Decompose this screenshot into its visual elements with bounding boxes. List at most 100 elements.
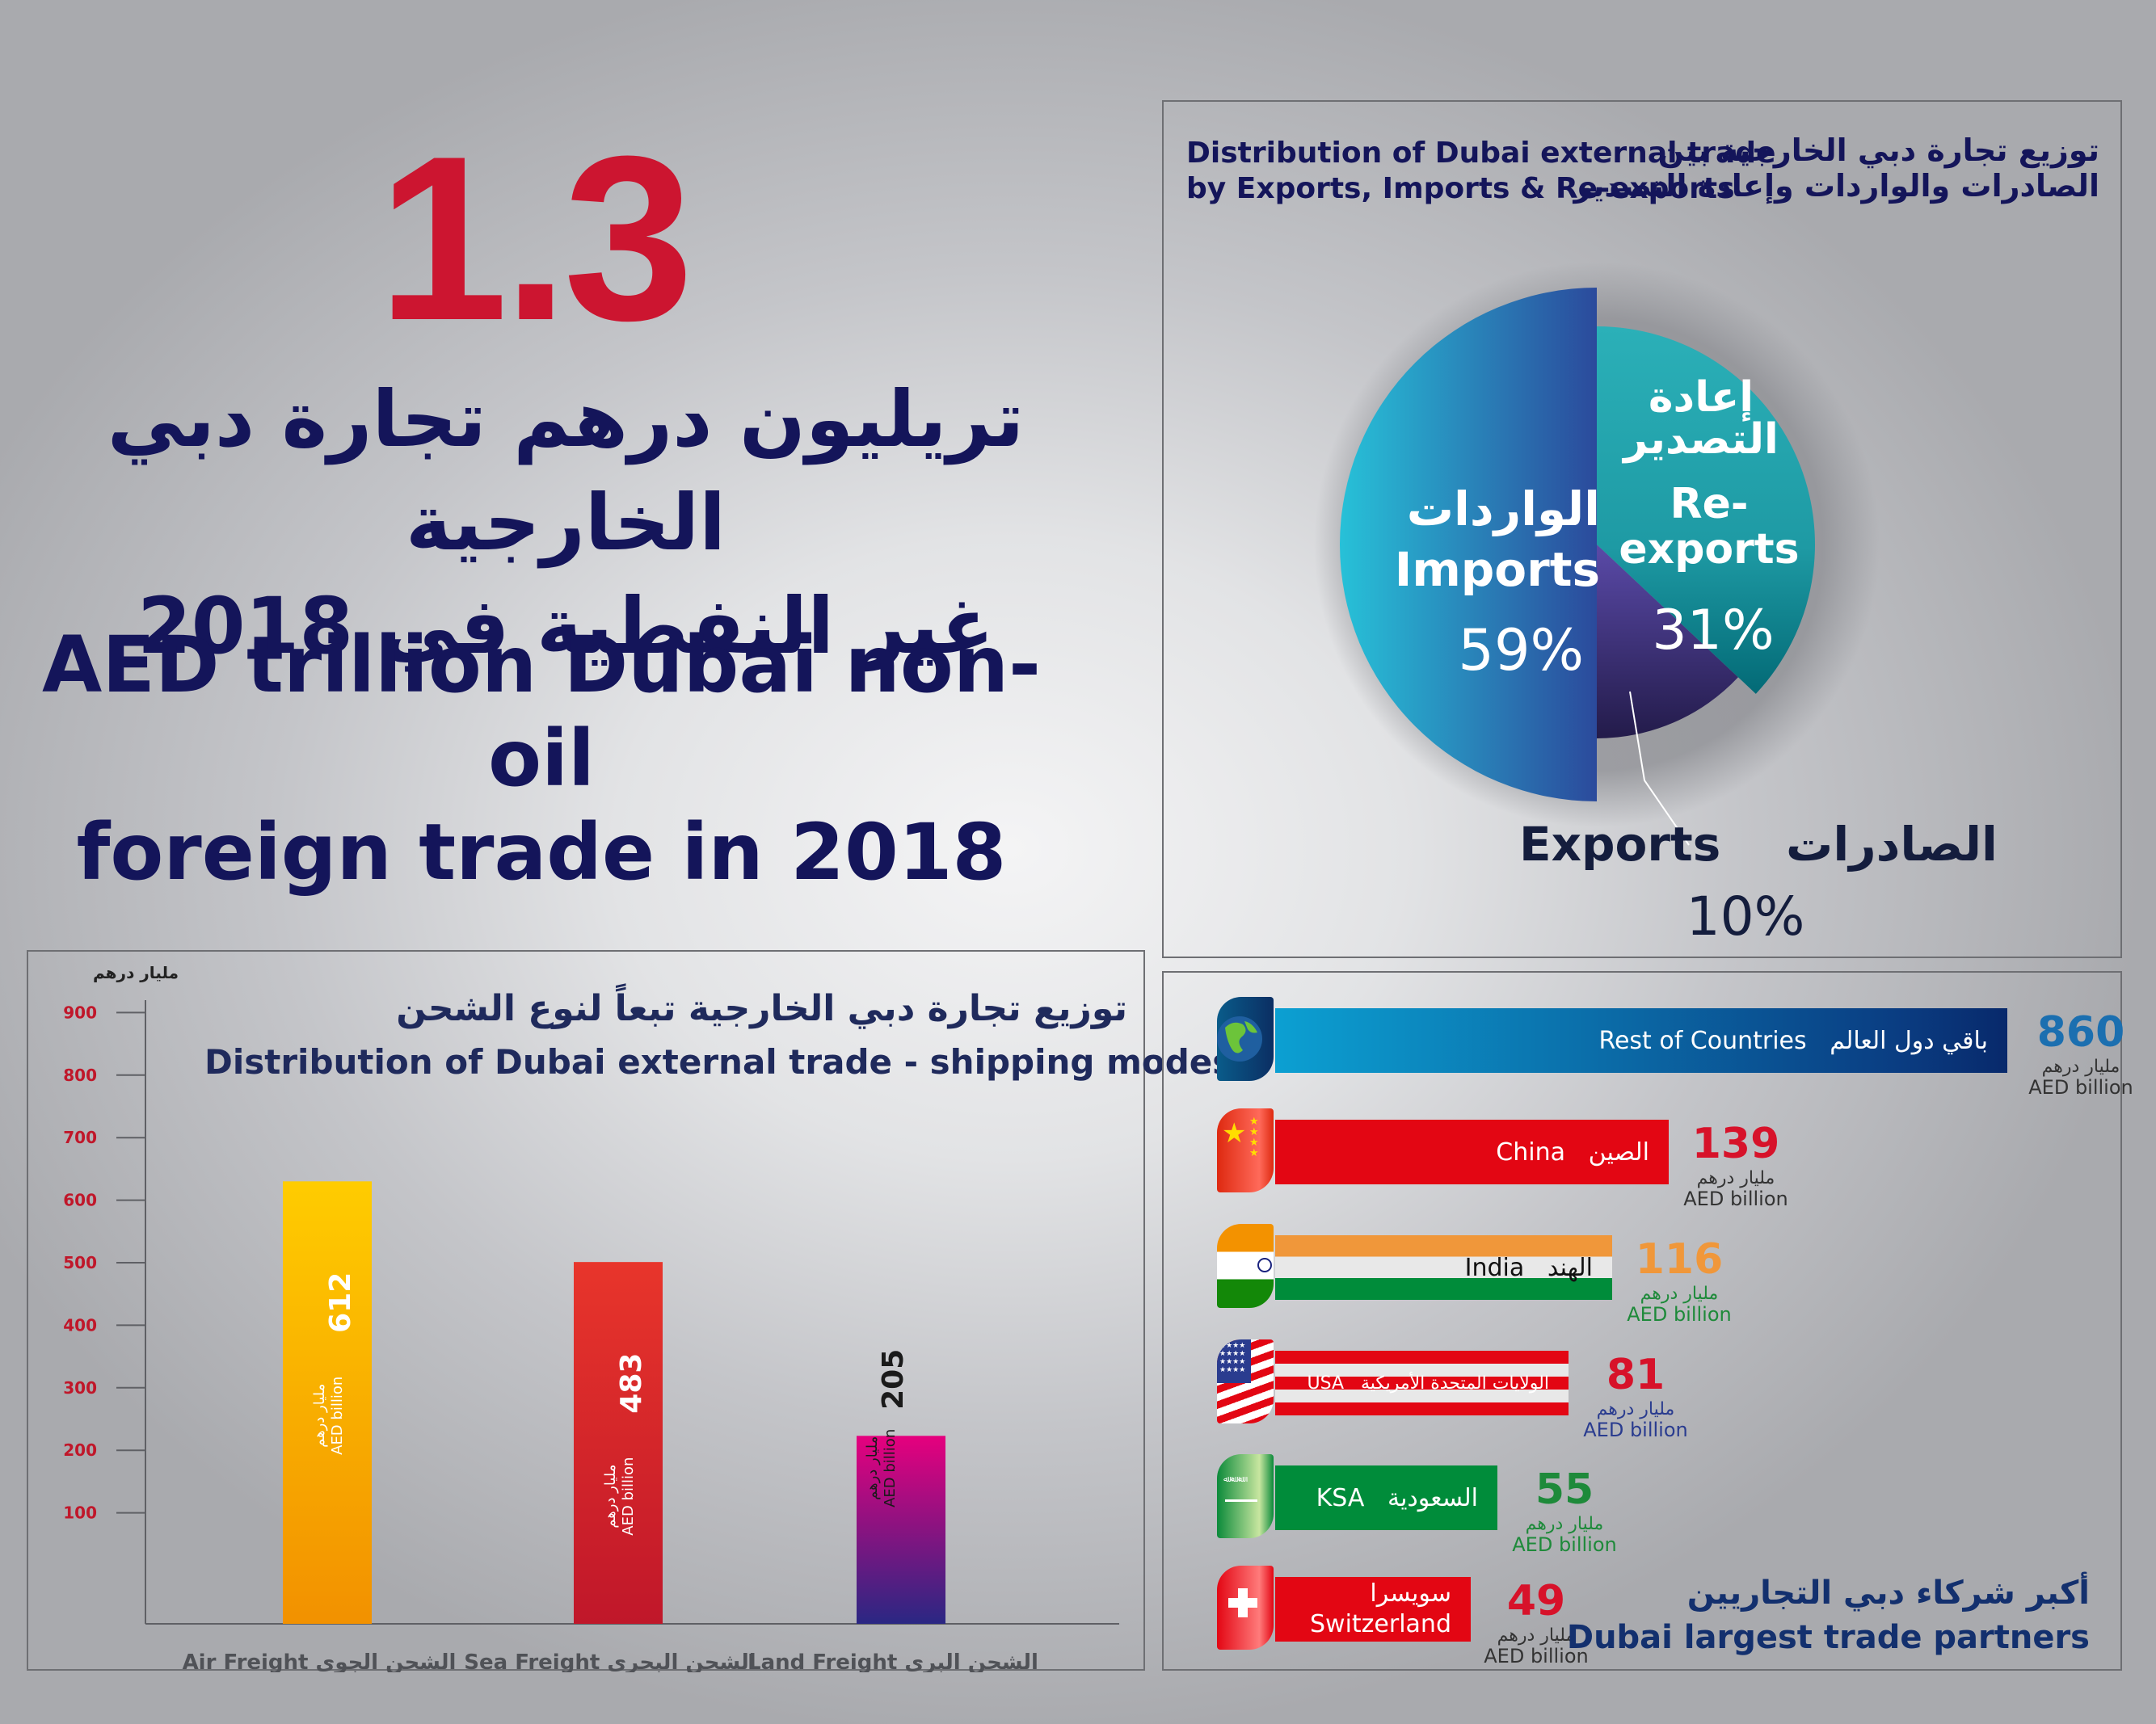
spacer [1565, 1138, 1589, 1167]
partner-value-number: 139 [1691, 1120, 1780, 1168]
partner-bar-china: China الصين [1275, 1120, 1669, 1184]
headline-english: AED trillion Dubai non-oil foreign trade… [16, 618, 1067, 899]
y-axis-unit-label: مليار درهم [93, 963, 179, 982]
pie-title-en-line1: Distribution of Dubai external trade [1186, 137, 1776, 170]
partner-label: Rest of Countries باقي دول العالم [1598, 1008, 1988, 1073]
y-tick-label: 100 [63, 1503, 97, 1523]
reexports-label-en: Re-exports [1612, 481, 1806, 572]
headline-english-line2: foreign trade in 2018 [76, 807, 1007, 898]
spacer [1364, 1484, 1388, 1512]
partner-value: 860 مليار درهم AED billion [2028, 1011, 2133, 1097]
bar-air-freight [283, 1181, 372, 1624]
bar-unit-en: AED billion [882, 1429, 899, 1507]
y-tick-label: 400 [63, 1315, 97, 1335]
partner-name-ar: سويسرا [1370, 1579, 1451, 1608]
partner-value-number: 55 [1535, 1465, 1594, 1514]
partner-bar-ksa: KSA السعودية [1275, 1465, 1497, 1530]
y-tick-label: 200 [63, 1440, 97, 1460]
partner-bar-usa: USA الولايات المتحدة الأمريكية [1275, 1351, 1569, 1415]
partner-name-en: China [1496, 1137, 1565, 1167]
pie-title-en-line2: by Exports, Imports & Re-exports [1186, 172, 1735, 205]
x-category-label: Land Freight الشحن البري [747, 1650, 1038, 1672]
partner-unit-en: AED billion [1583, 1419, 1688, 1441]
partner-unit-ar: مليار درهم [1497, 1625, 1576, 1646]
trade-distribution-panel: Distribution of Dubai external trade by … [1162, 100, 2122, 958]
y-tick-label: 500 [63, 1253, 97, 1272]
exports-label: Exports الصادرات [1519, 817, 1998, 872]
partner-value-number: 116 [1635, 1235, 1724, 1284]
partner-value-number: 49 [1506, 1577, 1566, 1625]
bar-value-label: 612 [324, 1272, 357, 1333]
partner-label: China الصين [1496, 1120, 1649, 1184]
imports-label-ar: الواردات [1406, 481, 1600, 536]
exports-leader-line [1629, 691, 1690, 846]
bar-sea-freight [574, 1262, 663, 1624]
partner-name-en: KSA [1316, 1483, 1365, 1512]
partner-unit-en: AED billion [1683, 1188, 1788, 1210]
shipping-modes-panel: مليار درهم توزيع تجارة دبي الخارجية تبعا… [27, 950, 1232, 1672]
partner-label: KSA السعودية [1316, 1465, 1478, 1530]
headline-english-line1: AED trillion Dubai non-oil [42, 620, 1041, 804]
partner-value: 49 مليار درهم AED billion [1484, 1580, 1589, 1666]
bar-chart-title-ar: توزيع تجارة دبي الخارجية تبعاً لنوع الشح… [396, 988, 1127, 1029]
spacer [1344, 1373, 1361, 1394]
y-tick-label: 300 [63, 1378, 97, 1398]
exports-label-en: Exports [1519, 817, 1721, 872]
exports-label-ar: الصادرات [1786, 817, 1998, 872]
trade-partners-panel: Rest of Countries باقي دول العالم 860 مليا… [1162, 971, 2133, 1671]
bar-value-label: 205 [877, 1349, 910, 1410]
bar-value-label: 483 [615, 1353, 648, 1414]
china-flag-icon: ★ ★ ★ ★ ★ [1217, 1108, 1274, 1192]
y-tick-label: 600 [63, 1191, 97, 1210]
x-category-label: Air Freight الشحن الجوي [183, 1650, 457, 1672]
partner-unit-ar: مليار درهم [2041, 1057, 2120, 1077]
x-category-label: Sea Freight الشحن البحري [464, 1650, 756, 1672]
partner-unit-ar: مليار درهم [1640, 1284, 1719, 1304]
spacer [1807, 1027, 1830, 1055]
reexports-label-text: Re-exports [1619, 480, 1800, 574]
partner-label: India الهند [1465, 1235, 1593, 1300]
exports-percent: 10% [1686, 885, 1805, 948]
y-tick-label: 800 [63, 1066, 97, 1085]
pie-title-ar-line1: توزيع تجارة دبي الخارجية بين [1657, 132, 2099, 168]
partner-bar-rest-of-countries: Rest of Countries باقي دول العالم [1275, 1008, 2007, 1073]
partner-name-ar: باقي دول العالم [1830, 1026, 1988, 1055]
partner-unit-ar: مليار درهم [1696, 1168, 1775, 1188]
partner-unit-en: AED billion [1512, 1533, 1617, 1556]
reexports-label-ar: إعادة التصدير [1623, 373, 1779, 464]
globe-icon [1217, 997, 1274, 1081]
partner-unit-ar: مليار درهم [1596, 1399, 1675, 1419]
headline-number: 1.3 [377, 107, 693, 369]
partner-unit-en: AED billion [2028, 1076, 2133, 1099]
partner-unit-ar: مليار درهم [1525, 1514, 1604, 1534]
partner-name-en: Rest of Countries [1598, 1026, 1807, 1055]
partner-value: 116 مليار درهم AED billion [1627, 1238, 1732, 1324]
partner-name-ar: الولايات المتحدة الأمريكية [1361, 1373, 1549, 1394]
partner-name-en: Switzerland [1310, 1610, 1451, 1638]
partner-bar-switzerland: سويسرا Switzerland [1275, 1577, 1471, 1642]
imports-label-en: Imports [1394, 542, 1600, 597]
partner-value: 139 مليار درهم AED billion [1683, 1123, 1788, 1209]
partner-name-en: India [1464, 1253, 1525, 1282]
pie-slice-imports [1340, 288, 1597, 801]
partner-label: سويسرا Switzerland [1310, 1577, 1451, 1642]
pie-slice-exports [1597, 545, 1738, 738]
headline-arabic: تريليون درهم تجارة دبي الخارجية غير النف… [16, 368, 1115, 678]
partner-value-number: 81 [1606, 1351, 1665, 1399]
reexports-percent: 31% [1652, 599, 1775, 662]
y-tick-label: 700 [63, 1128, 97, 1147]
swiss-flag-icon [1217, 1566, 1274, 1650]
partner-value: 81 مليار درهم AED billion [1583, 1354, 1688, 1440]
partner-value-number: 860 [2036, 1008, 2125, 1057]
india-flag-icon [1217, 1224, 1274, 1308]
partner-value: 55 مليار درهم AED billion [1512, 1469, 1617, 1554]
pie-title-ar: توزيع تجارة دبي الخارجية بين الصادرات وا… [1573, 132, 2099, 204]
bar-unit-ar: مليار درهم [311, 1384, 328, 1448]
partner-unit-en: AED billion [1484, 1645, 1589, 1667]
pie-slice-reexports [1597, 326, 1815, 694]
partner-name-ar: السعودية [1387, 1483, 1478, 1512]
headline-arabic-line2: غير النفطية في 2018 [137, 581, 995, 671]
bar-unit-ar: مليار درهم [602, 1465, 619, 1528]
pie-chart [1314, 262, 1880, 846]
partners-title-ar: أكبر شركاء دبي التجاريين [1686, 1575, 2090, 1612]
